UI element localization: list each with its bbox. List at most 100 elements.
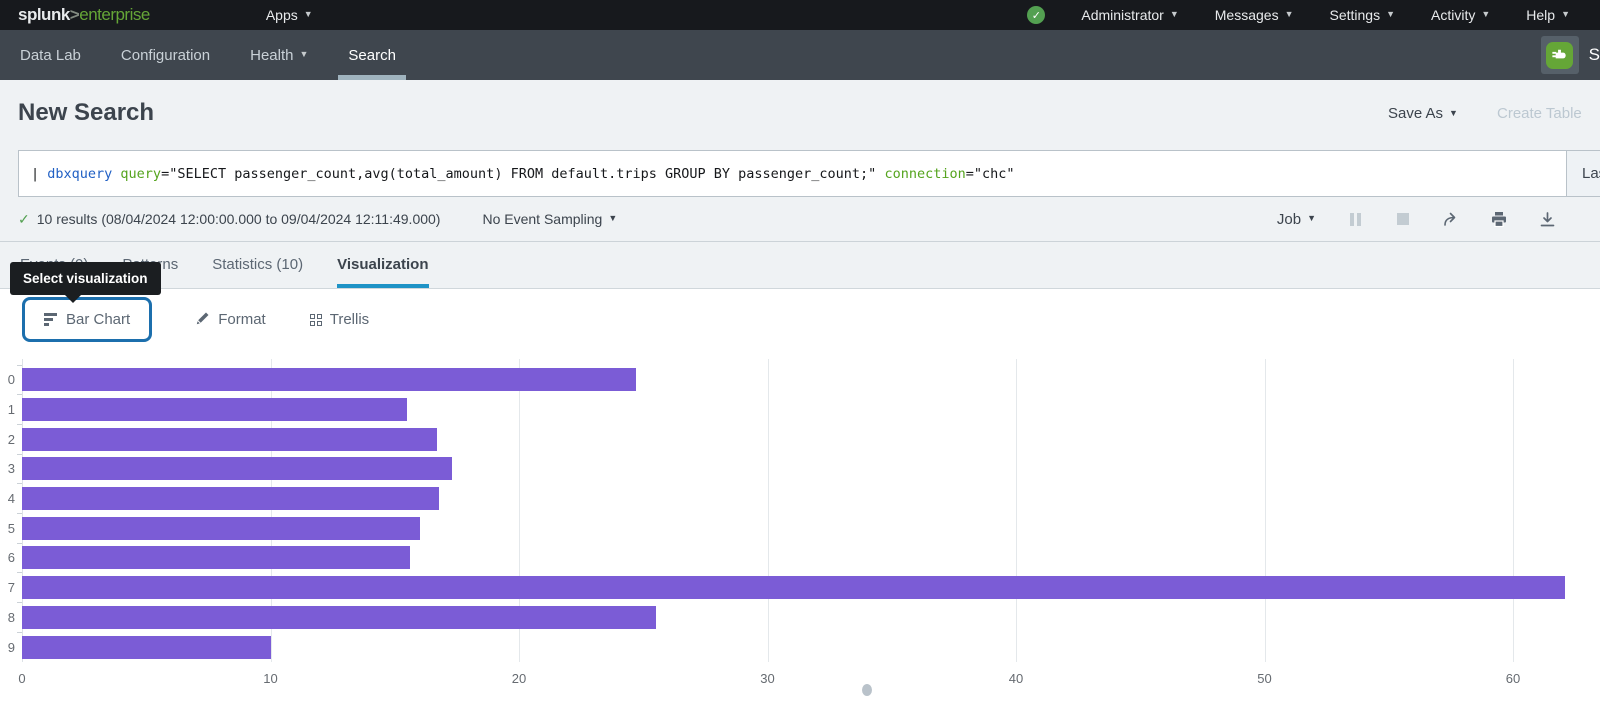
query-segment: query	[112, 165, 162, 182]
query-segment: ="chc"	[965, 165, 1015, 182]
chart-row: 5	[8, 512, 1600, 543]
bar-passenger-count-4[interactable]	[22, 487, 440, 511]
logo-gt: >	[69, 5, 80, 24]
y-tick-label: 5	[7, 520, 15, 536]
y-axis-line	[22, 359, 23, 662]
save-as-button[interactable]: Save As ▼	[1388, 105, 1458, 122]
trellis-button[interactable]: Trellis	[309, 311, 369, 328]
chart-row: 4	[8, 483, 1600, 514]
chart-row: 2	[8, 423, 1600, 454]
tab-statistics[interactable]: Statistics (10)	[212, 256, 304, 273]
query-segment: dbxquery	[47, 165, 113, 182]
gridline	[1513, 359, 1515, 662]
gridline	[1264, 359, 1266, 662]
format-button[interactable]: Format	[196, 311, 266, 329]
query-segment: ="SELECT passenger_count,avg(total_amoun…	[161, 165, 877, 182]
y-tick-label: 4	[7, 491, 15, 507]
y-tick-label: 6	[7, 550, 15, 566]
app-badge: S	[1540, 36, 1600, 74]
topbar-right: ✓ Administrator ▼ Messages ▼ Settings ▼ …	[1027, 6, 1570, 24]
time-range-picker[interactable]: Last	[1566, 150, 1600, 197]
splunk-logo: splunk > enterprise	[18, 5, 150, 25]
success-check-icon: ✓	[18, 210, 30, 227]
search-input[interactable]: | dbxquery query="SELECT passenger_count…	[18, 150, 1566, 197]
apps-menu[interactable]: Apps ▼	[265, 7, 313, 23]
share-icon[interactable]	[1442, 210, 1460, 228]
chevron-down-icon: ▼	[303, 9, 313, 19]
administrator-menu[interactable]: Administrator ▼	[1081, 7, 1179, 23]
export-download-icon[interactable]	[1538, 210, 1556, 228]
bar-passenger-count-5[interactable]	[22, 516, 420, 540]
x-tick-label: 0	[18, 671, 26, 686]
bar-passenger-count-9[interactable]	[22, 635, 271, 659]
bar-passenger-count-1[interactable]	[22, 398, 408, 422]
nav-item-search[interactable]: Search	[338, 30, 406, 80]
health-status-icon[interactable]: ✓	[1027, 6, 1046, 24]
y-tick-label: 8	[7, 609, 15, 625]
search-query-text: | dbxquery query="SELECT passenger_count…	[19, 166, 1015, 182]
x-tick-label: 50	[1257, 671, 1272, 686]
nav-item-configuration[interactable]: Configuration	[120, 46, 211, 64]
x-tick-label: 20	[511, 671, 527, 686]
tab-visualization[interactable]: Visualization	[337, 242, 429, 288]
bar-passenger-count-8[interactable]	[22, 605, 656, 629]
activity-menu[interactable]: Activity ▼	[1431, 7, 1491, 23]
nav-item-health[interactable]: Health ▼	[250, 46, 309, 64]
x-tick-label: 40	[1008, 671, 1024, 686]
pause-job-icon[interactable]	[1346, 210, 1364, 228]
chart-row: 7	[8, 572, 1600, 603]
query-segment: |	[31, 165, 48, 182]
x-axis: 0 10 20 30 40 50 60	[18, 671, 1600, 691]
stop-job-icon[interactable]	[1394, 210, 1412, 228]
chevron-down-icon: ▼	[1561, 9, 1570, 19]
results-tabs: Events (0) Patterns Statistics (10) Visu…	[0, 242, 1600, 289]
bar-chart-icon	[44, 313, 57, 326]
job-menu[interactable]: Job ▼	[1276, 210, 1316, 228]
top-bar: splunk > enterprise Apps ▼ ✓ Administrator…	[0, 0, 1600, 30]
help-menu[interactable]: Help ▼	[1526, 7, 1570, 23]
page-header: New Search Save As ▼ Create Table	[0, 80, 1600, 150]
chevron-down-icon: ▼	[1449, 107, 1458, 118]
chart-row: 8	[8, 602, 1600, 633]
search-bar: | dbxquery query="SELECT passenger_count…	[18, 150, 1600, 197]
chart-row: 9	[8, 631, 1600, 662]
job-controls: Job ▼	[1277, 210, 1556, 228]
settings-menu[interactable]: Settings ▼	[1329, 7, 1396, 23]
pencil-icon	[196, 311, 210, 329]
page-title: New Search	[18, 99, 155, 126]
bar-passenger-count-2[interactable]	[22, 427, 437, 451]
x-tick-label: 10	[263, 671, 278, 686]
chevron-down-icon: ▼	[1284, 9, 1294, 19]
viz-toolbar: Bar Chart Format Trellis	[22, 297, 369, 342]
chevron-down-icon: ▼	[1386, 9, 1396, 19]
visualization-panel: Bar Chart Format Trellis 0 1 2 3 4 5 6 7 8 9 0 10 2…	[0, 289, 1600, 708]
query-segment: connection	[876, 165, 966, 182]
create-table-button[interactable]: Create Table	[1497, 105, 1582, 122]
gridline	[767, 359, 769, 662]
event-sampling-dropdown[interactable]: No Event Sampling ▼	[482, 211, 618, 227]
messages-menu[interactable]: Messages ▼	[1214, 7, 1294, 23]
bar-passenger-count-3[interactable]	[22, 457, 452, 481]
app-nav-bar: Data Lab Configuration Health ▼ Search S	[0, 30, 1600, 80]
bar-chart: 0 1 2 3 4 5 6 7 8 9	[8, 359, 1600, 662]
results-bar: ✓ 10 results (08/04/2024 12:00:00.000 to…	[0, 197, 1600, 242]
print-icon[interactable]	[1490, 210, 1508, 228]
bar-passenger-count-0[interactable]	[22, 368, 636, 392]
db-connect-app-button[interactable]	[1540, 36, 1579, 74]
gridline	[1016, 359, 1018, 662]
chart-row: 1	[8, 394, 1600, 425]
search-page-band: New Search Save As ▼ Create Table | dbxq…	[0, 80, 1600, 289]
chart-type-button[interactable]: Bar Chart	[22, 297, 153, 342]
x-tick-label: 30	[760, 671, 775, 686]
bar-passenger-count-7[interactable]	[22, 576, 1566, 600]
chart-row: 0	[8, 364, 1600, 395]
bar-passenger-count-6[interactable]	[22, 546, 410, 570]
chart-row: 6	[8, 542, 1600, 573]
logo-product: enterprise	[79, 5, 150, 24]
nav-item-data-lab[interactable]: Data Lab	[20, 46, 81, 64]
y-tick-label: 2	[7, 431, 15, 447]
chart-rows: 0 1 2 3 4 5 6 7 8 9	[8, 364, 1600, 662]
y-tick-label: 9	[7, 639, 15, 655]
scroll-indicator-dot	[862, 684, 872, 696]
results-summary: 10 results (08/04/2024 12:00:00.000 to 0…	[36, 211, 441, 227]
